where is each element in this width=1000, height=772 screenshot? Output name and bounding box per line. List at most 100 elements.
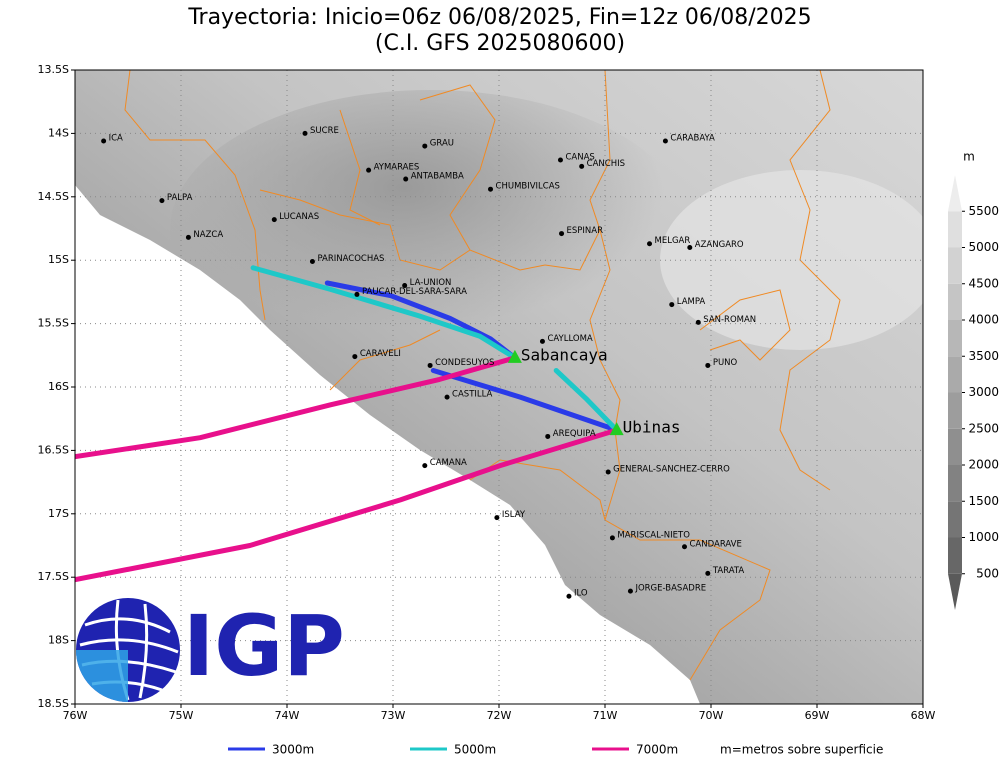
trajectory <box>75 355 518 460</box>
place-marker <box>579 163 585 169</box>
axes: 76W 75W 74W 73W 72W 71W 70W 69W 68W 13.5S 14S 14.5S… <box>38 63 936 722</box>
place-label: CANDARAVE <box>690 539 742 549</box>
place-label: GRAU <box>430 139 454 149</box>
place-label: CARAVELI <box>360 349 401 359</box>
colorbar-label: 2500 <box>968 421 999 435</box>
title: Trayectoria: Inicio=06z 06/08/2025, Fin=… <box>187 5 811 30</box>
place-marker <box>705 362 711 368</box>
colorbar-label: 3500 <box>968 349 999 363</box>
colorbar-band <box>948 320 962 357</box>
place-label: PARINACOCHAS <box>317 254 384 264</box>
legend-label: 3000m <box>272 743 314 757</box>
x-tick-label: 76W <box>63 709 88 722</box>
colorbar-label: 1000 <box>968 530 999 544</box>
place-marker <box>271 217 277 223</box>
y-tick-label: 18S <box>48 634 69 647</box>
x-tick-label: 69W <box>805 709 830 722</box>
place-label: CONDESUYOS <box>435 358 494 368</box>
y-tick-label: 15S <box>48 253 69 266</box>
place-label: CARABAYA <box>670 134 715 144</box>
colorbar-band <box>948 501 962 538</box>
trajectories <box>75 265 620 583</box>
colorbar-label: 4500 <box>968 276 999 290</box>
colorbar-extend <box>948 175 962 212</box>
place-label: CANCHIS <box>587 159 625 169</box>
colorbar-label: 3000 <box>968 385 999 399</box>
x-tick-label: 71W <box>593 709 618 722</box>
place-marker <box>422 143 428 149</box>
place-marker <box>557 157 563 163</box>
y-tick-label: 18.5S <box>38 697 69 710</box>
trajectory <box>75 427 620 583</box>
x-tick-label: 72W <box>487 709 512 722</box>
volcano-marker <box>507 349 522 363</box>
x-tick-label: 74W <box>275 709 300 722</box>
colorbar-band <box>948 211 962 248</box>
place-marker <box>669 302 675 308</box>
colorbar-band <box>948 247 962 284</box>
place-marker <box>695 319 701 325</box>
place-marker <box>687 245 693 251</box>
place-label: CAMANA <box>430 458 467 468</box>
y-tick-label: 17S <box>48 507 69 520</box>
place-marker <box>302 130 308 136</box>
colorbar-band <box>948 356 962 393</box>
trajectory <box>553 368 620 433</box>
place-marker <box>627 588 633 594</box>
place-label: ANTABAMBA <box>411 172 464 182</box>
volcano-label: Ubinas <box>623 418 681 437</box>
place-label: SUCRE <box>310 126 339 136</box>
logo: IGP <box>76 597 345 702</box>
place-label: ILO <box>574 589 588 599</box>
place-marker <box>705 570 711 576</box>
colorbar-unit: m <box>963 150 975 164</box>
place-label: GENERAL-SANCHEZ-CERRO <box>613 464 730 474</box>
place-marker <box>309 258 315 264</box>
place-marker <box>605 469 611 475</box>
colorbar-label: 4000 <box>968 313 999 327</box>
place-label: PALPA <box>167 193 193 203</box>
place-label: CHUMBIVILCAS <box>496 182 560 192</box>
subtitle: (C.I. GFS 2025080600) <box>375 31 625 56</box>
colorbar-label: 5500 <box>968 204 999 218</box>
place-label: ESPINAR <box>567 226 604 236</box>
place-label: CAYLLOMA <box>547 334 592 344</box>
colorbar-label: 2000 <box>968 458 999 472</box>
place-marker <box>427 362 433 368</box>
place-label: PUNO <box>713 358 738 368</box>
legend-label: 7000m <box>636 743 678 757</box>
place-label: CANAS <box>565 153 594 163</box>
x-tick-label: 75W <box>169 709 194 722</box>
colorbar-band <box>948 537 962 574</box>
y-tick-label: 14.5S <box>38 190 69 203</box>
x-tick-label: 68W <box>911 709 936 722</box>
trajectory <box>430 368 620 433</box>
colorbar: 500 1000 1500 2000 2500 3000 3500 4000 4500 5000 5… <box>948 150 999 610</box>
place-marker <box>682 544 687 550</box>
colorbar-label: 1500 <box>968 494 999 508</box>
y-tick-label: 16S <box>48 380 69 393</box>
place-label: PAUCAR-DEL-SARA-SARA <box>362 287 467 297</box>
legend-label: 5000m <box>454 743 496 757</box>
place-marker <box>159 198 165 204</box>
colorbar-band <box>948 428 962 465</box>
place-marker <box>494 515 500 521</box>
x-tick-label: 73W <box>381 709 406 722</box>
legend: 3000m 5000m 7000m <box>228 743 678 757</box>
place-marker <box>352 354 358 360</box>
place-marker <box>545 433 551 439</box>
y-tick-label: 14S <box>48 126 69 139</box>
place-label: LA-UNION <box>410 278 452 288</box>
place-label: SAN-ROMAN <box>703 315 756 325</box>
volcano-marker <box>609 422 624 436</box>
place-marker <box>354 291 360 297</box>
place-marker <box>647 241 653 247</box>
place-label: MELGAR <box>655 236 691 246</box>
place-marker <box>609 535 615 541</box>
place-marker <box>488 186 494 192</box>
place-marker <box>185 234 191 240</box>
place-marker <box>403 176 409 182</box>
y-tick-label: 13.5S <box>38 63 69 76</box>
place-label: JORGE-BASADRE <box>634 584 706 594</box>
